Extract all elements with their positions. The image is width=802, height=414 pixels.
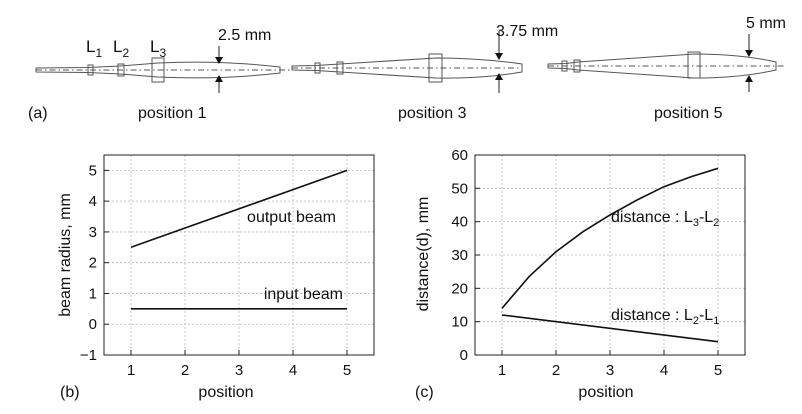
radius-label-position-1: 2.5 mm [218, 27, 271, 44]
y-tick-label: 3 [89, 224, 97, 241]
y-tick-label: 10 [451, 314, 468, 331]
chart-b-grid [104, 155, 374, 356]
lens-l2 [117, 63, 125, 77]
x-tick-label: 2 [181, 362, 189, 379]
series-line-distance-l2-l1 [501, 314, 719, 343]
lens-l1 [314, 62, 321, 74]
panel-a: (a) L1 L2 L3 2.5 mm position 1 [28, 15, 786, 122]
lens-l2 [573, 59, 581, 73]
x-tick-label: 4 [660, 362, 668, 379]
lens-l2 [336, 61, 344, 75]
lens-l3 [151, 57, 165, 83]
panel-a-tag: (a) [28, 105, 48, 122]
y-tick-label: 5 [89, 162, 97, 179]
x-tick-label: 3 [606, 362, 614, 379]
y-tick-label: 1 [89, 285, 97, 302]
chart-b-panel-tag: (b) [60, 384, 80, 401]
series-line-distance-l3-l2 [501, 167, 719, 309]
chart-c-x-axis-label: position [578, 384, 633, 401]
lens-l3 [428, 53, 443, 83]
series-label-distance-l2-l1: distance : L2-L1 [611, 307, 719, 327]
y-tick-label: 20 [451, 280, 468, 297]
y-tick-label: −1 [80, 347, 97, 364]
position-label-3: position 3 [398, 105, 467, 122]
arrowhead-down [215, 57, 223, 64]
chart-b-beam-radius: 1 2 3 4 5 −1 0 1 2 3 4 5 output beam input beam posi… [57, 154, 375, 401]
chart-b-ticks: 1 2 3 4 5 −1 0 1 2 3 4 5 [80, 162, 351, 379]
arrowhead-up [495, 73, 503, 80]
y-tick-label: 50 [451, 180, 468, 197]
y-tick-label: 40 [451, 214, 468, 231]
y-tick-label: 60 [451, 147, 468, 164]
lens-label-l2: L2 [113, 37, 129, 60]
lens-l3 [687, 51, 701, 79]
x-tick-label: 5 [343, 362, 351, 379]
chart-b-labels: output beam input beam [247, 209, 343, 303]
chart-b-marks [130, 169, 348, 310]
x-tick-label: 3 [235, 362, 243, 379]
y-tick-label: 0 [89, 316, 97, 333]
x-tick-label: 4 [289, 362, 297, 379]
chart-c-marks [501, 167, 719, 343]
series-label-output-beam: output beam [247, 209, 336, 226]
position-label-1: position 1 [138, 105, 207, 122]
x-tick-label: 2 [552, 362, 560, 379]
radius-label-position-5: 5 mm [746, 15, 786, 32]
chart-c-grid [475, 154, 745, 356]
chart-b-y-axis-label: beam radius, mm [57, 193, 74, 317]
chart-c-labels: distance : L3-L2 distance : L2-L1 [611, 209, 719, 327]
chart-b-x-axis-label: position [198, 384, 253, 401]
x-tick-label: 5 [714, 362, 722, 379]
lens-label-l1: L1 [86, 37, 102, 60]
series-label-input-beam: input beam [264, 286, 343, 303]
y-tick-label: 2 [89, 255, 97, 272]
series-label-distance-l3-l2: distance : L3-L2 [611, 209, 719, 229]
arrowhead-down [495, 53, 503, 60]
beam-schematic-position-3: 3.75 mm position 3 [291, 23, 558, 122]
arrowhead-up [745, 75, 753, 82]
arrowhead-up [215, 75, 223, 82]
position-label-5: position 5 [654, 105, 723, 122]
y-tick-label: 30 [451, 247, 468, 264]
x-tick-label: 1 [498, 362, 506, 379]
x-tick-label: 1 [127, 362, 135, 379]
lens-l1 [87, 64, 94, 76]
y-tick-label: 0 [460, 347, 468, 364]
beam-envelope [35, 61, 281, 79]
chart-c-panel-tag: (c) [415, 384, 434, 401]
beam-schematic-position-1: 2.5 mm position 1 [35, 27, 290, 122]
radius-label-position-3: 3.75 mm [496, 23, 558, 40]
beam-envelope [291, 57, 523, 79]
chart-c-y-axis-label: distance(d), mm [415, 197, 432, 312]
series-line-output-beam [130, 169, 348, 249]
y-tick-label: 4 [89, 193, 97, 210]
lens-label-l3: L3 [150, 37, 166, 60]
arrowhead-down [745, 50, 753, 57]
beam-schematic-position-5: 5 mm position 5 [547, 15, 786, 122]
lens-l1 [561, 60, 568, 72]
